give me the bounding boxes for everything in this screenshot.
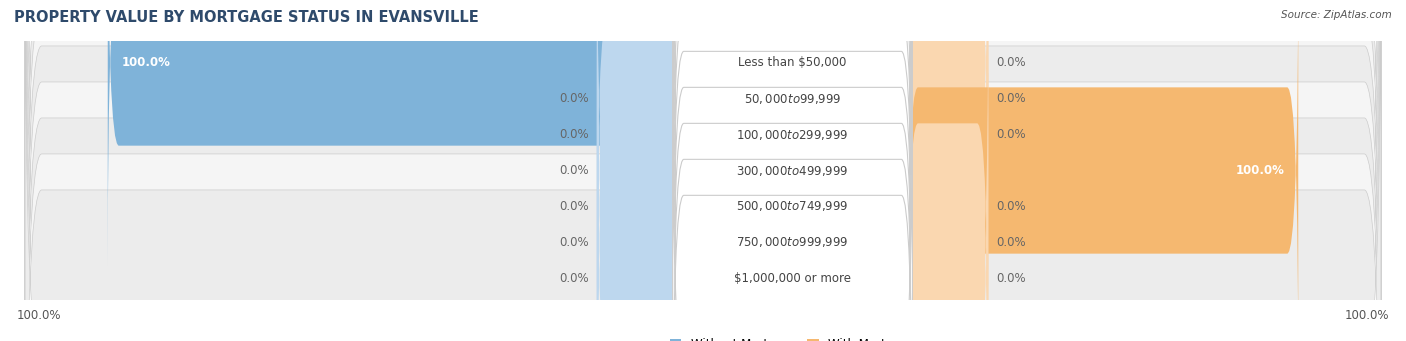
- Text: Source: ZipAtlas.com: Source: ZipAtlas.com: [1281, 10, 1392, 20]
- FancyBboxPatch shape: [25, 0, 1381, 341]
- Text: 100.0%: 100.0%: [1344, 309, 1389, 322]
- FancyBboxPatch shape: [907, 38, 988, 341]
- FancyBboxPatch shape: [907, 0, 988, 267]
- Text: 0.0%: 0.0%: [997, 92, 1026, 105]
- FancyBboxPatch shape: [907, 0, 1298, 341]
- FancyBboxPatch shape: [108, 0, 678, 267]
- FancyBboxPatch shape: [25, 0, 1381, 341]
- Text: $500,000 to $749,999: $500,000 to $749,999: [737, 199, 849, 213]
- FancyBboxPatch shape: [598, 38, 678, 341]
- FancyBboxPatch shape: [25, 0, 1381, 341]
- Text: 0.0%: 0.0%: [997, 128, 1026, 141]
- Text: 0.0%: 0.0%: [997, 200, 1026, 213]
- FancyBboxPatch shape: [907, 0, 988, 339]
- Text: $300,000 to $499,999: $300,000 to $499,999: [737, 163, 849, 178]
- FancyBboxPatch shape: [672, 0, 912, 341]
- FancyBboxPatch shape: [672, 2, 912, 341]
- Text: 0.0%: 0.0%: [560, 128, 589, 141]
- FancyBboxPatch shape: [25, 0, 1381, 341]
- Text: $750,000 to $999,999: $750,000 to $999,999: [737, 236, 849, 250]
- FancyBboxPatch shape: [672, 38, 912, 341]
- Text: 0.0%: 0.0%: [560, 164, 589, 177]
- Text: 100.0%: 100.0%: [121, 56, 170, 69]
- Text: 100.0%: 100.0%: [17, 309, 62, 322]
- FancyBboxPatch shape: [598, 0, 678, 339]
- Text: 0.0%: 0.0%: [560, 200, 589, 213]
- Text: 100.0%: 100.0%: [1236, 164, 1285, 177]
- FancyBboxPatch shape: [598, 74, 678, 341]
- FancyBboxPatch shape: [25, 0, 1381, 341]
- FancyBboxPatch shape: [907, 0, 988, 303]
- Text: 0.0%: 0.0%: [560, 92, 589, 105]
- FancyBboxPatch shape: [907, 74, 988, 341]
- Text: $100,000 to $299,999: $100,000 to $299,999: [737, 128, 849, 142]
- FancyBboxPatch shape: [598, 0, 678, 303]
- Text: $1,000,000 or more: $1,000,000 or more: [734, 272, 851, 285]
- Text: Less than $50,000: Less than $50,000: [738, 56, 846, 69]
- FancyBboxPatch shape: [672, 0, 912, 339]
- FancyBboxPatch shape: [672, 74, 912, 341]
- FancyBboxPatch shape: [25, 0, 1381, 341]
- Text: 0.0%: 0.0%: [560, 236, 589, 249]
- FancyBboxPatch shape: [672, 0, 912, 267]
- Legend: Without Mortgage, With Mortgage: Without Mortgage, With Mortgage: [669, 338, 915, 341]
- FancyBboxPatch shape: [907, 2, 988, 341]
- FancyBboxPatch shape: [25, 0, 1381, 341]
- FancyBboxPatch shape: [598, 2, 678, 341]
- FancyBboxPatch shape: [598, 0, 678, 341]
- Text: PROPERTY VALUE BY MORTGAGE STATUS IN EVANSVILLE: PROPERTY VALUE BY MORTGAGE STATUS IN EVA…: [14, 10, 479, 25]
- Text: 0.0%: 0.0%: [997, 272, 1026, 285]
- Text: 0.0%: 0.0%: [560, 272, 589, 285]
- Text: 0.0%: 0.0%: [997, 56, 1026, 69]
- Text: $50,000 to $99,999: $50,000 to $99,999: [744, 91, 841, 105]
- Text: 0.0%: 0.0%: [997, 236, 1026, 249]
- FancyBboxPatch shape: [672, 0, 912, 303]
